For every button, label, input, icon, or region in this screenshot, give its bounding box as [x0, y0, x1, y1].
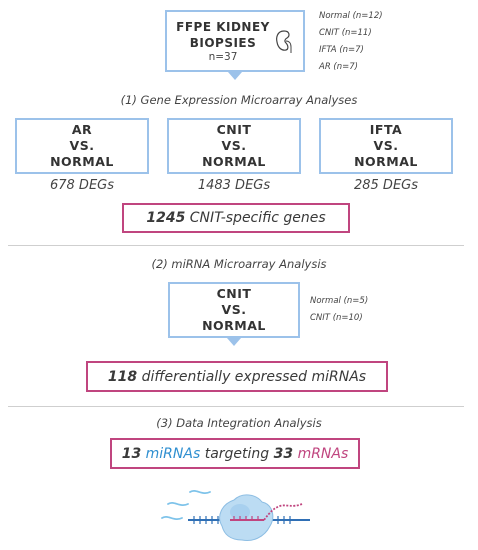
comparison-label: CNIT — [216, 286, 252, 301]
cnit-specific-label: CNIT-specific genes — [185, 210, 326, 226]
source-box: FFPE KIDNEY BIOPSIES n=37 — [165, 10, 305, 72]
comparison-label: VS. — [221, 138, 247, 153]
step3-heading: (3) Data Integration Analysis — [156, 416, 322, 430]
mirna-group: Normal (n=5) — [310, 296, 369, 306]
de-mirnas-box: 118 differentially expressed miRNAs — [86, 361, 388, 392]
divider — [8, 245, 464, 246]
step2-heading: (2) miRNA Microarray Analysis — [151, 257, 327, 271]
integration-result-box: 13 miRNAs targeting 33 mRNAs — [110, 438, 360, 469]
step1-heading: (1) Gene Expression Microarray Analyses — [120, 93, 358, 107]
mirna-word: miRNAs — [145, 445, 201, 462]
comparison-box-ifta: IFTA VS. NORMAL — [319, 118, 453, 174]
mrna-count: 33 — [273, 445, 294, 462]
mrna-word: mRNAs — [297, 445, 349, 462]
divider — [8, 406, 464, 407]
source-title-line1: FFPE KIDNEY — [176, 20, 270, 34]
source-group: Normal (n=12) — [319, 11, 383, 21]
source-title-line2: BIOPSIES — [189, 36, 257, 50]
source-arrow — [228, 72, 242, 80]
deg-count-cnit: 1483 DEGs — [197, 178, 271, 193]
comparison-label: NORMAL — [354, 154, 418, 169]
cnit-specific-count: 1245 — [146, 210, 186, 226]
mirna-group: CNIT (n=10) — [310, 313, 363, 323]
mirna-arrow — [227, 338, 241, 346]
comparison-label: NORMAL — [202, 154, 266, 169]
comparison-label: VS. — [69, 138, 95, 153]
mirna-comparison-box: CNIT VS. NORMAL — [168, 282, 300, 338]
source-group: IFTA (n=7) — [319, 45, 364, 55]
comparison-box-cnit: CNIT VS. NORMAL — [167, 118, 301, 174]
comparison-label: VS. — [221, 302, 247, 317]
source-group: AR (n=7) — [319, 62, 358, 72]
mirna-groups: Normal (n=5) CNIT (n=10) — [310, 293, 368, 327]
comparison-label: NORMAL — [202, 318, 266, 333]
deg-count-ifta: 285 DEGs — [353, 178, 419, 193]
deg-count-ar: 678 DEGs — [49, 178, 115, 193]
comparison-label: NORMAL — [50, 154, 114, 169]
mirna-count: 13 — [121, 445, 142, 462]
comparison-label: IFTA — [369, 122, 403, 137]
cnit-specific-genes-box: 1245 CNIT-specific genes — [122, 203, 350, 233]
mirna-targeting-illustration-icon — [161, 489, 310, 541]
de-mirnas-count: 118 — [107, 368, 138, 385]
comparison-box-ar: AR VS. NORMAL — [15, 118, 149, 174]
comparison-label: CNIT — [216, 122, 252, 137]
targeting-word: targeting — [204, 445, 270, 462]
source-group: CNIT (n=11) — [319, 28, 372, 38]
comparison-label: VS. — [373, 138, 399, 153]
de-mirnas-label: differentially expressed miRNAs — [137, 368, 367, 385]
comparison-label: AR — [71, 122, 93, 137]
source-count: n=37 — [208, 51, 238, 63]
kidney-icon — [275, 30, 292, 53]
source-groups: Normal (n=12) CNIT (n=11) IFTA (n=7) AR … — [319, 8, 383, 76]
